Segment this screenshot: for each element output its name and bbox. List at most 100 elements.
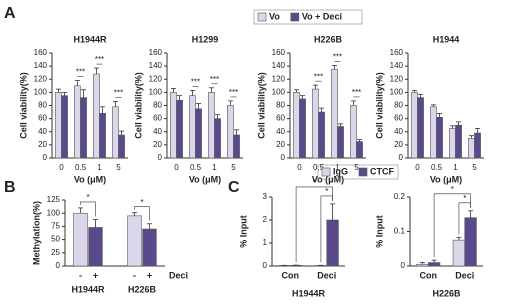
bar xyxy=(142,228,157,267)
bar xyxy=(73,212,88,267)
significance: * xyxy=(325,187,328,196)
bar xyxy=(227,105,234,159)
significance: *** xyxy=(333,53,342,62)
sig-bracket xyxy=(80,201,96,217)
y-tick-label: 160 xyxy=(34,48,48,57)
bar xyxy=(299,98,306,159)
y-tick-label: 20 xyxy=(276,140,285,149)
significance: * xyxy=(140,198,143,207)
bar xyxy=(436,117,443,159)
x-tick-label: 0.5 xyxy=(313,163,325,172)
y-tick-label: 0 xyxy=(158,153,163,162)
bar xyxy=(318,111,325,159)
significance: *** xyxy=(352,88,361,97)
bar xyxy=(452,239,466,267)
y-tick-label: 0 xyxy=(263,261,268,270)
chart-title: H1944R xyxy=(73,34,107,44)
y-tick-label: 100 xyxy=(149,87,163,96)
significance: *** xyxy=(76,68,85,77)
x-tick-label: 5 xyxy=(116,163,121,172)
bar xyxy=(99,113,106,159)
bar xyxy=(208,92,215,159)
y-tick-label: 40 xyxy=(394,127,403,136)
y-tick-label: 80 xyxy=(153,101,162,110)
x-tick-label: Con xyxy=(282,270,300,280)
y-tick-label: 100 xyxy=(390,87,404,96)
legend-swatch xyxy=(358,167,368,177)
x-tick-label: 1 xyxy=(335,163,340,172)
bar xyxy=(468,138,475,159)
y-tick-label: 125 xyxy=(47,195,61,204)
y-tick-label: 160 xyxy=(272,48,286,57)
x-tick-label: 5 xyxy=(231,163,236,172)
y-tick-label: 160 xyxy=(390,48,404,57)
x-tick-label: 0 xyxy=(297,163,302,172)
x-tick-label: 1 xyxy=(212,163,217,172)
y-tick-label: 40 xyxy=(276,127,285,136)
x-tick-label: + xyxy=(147,270,152,280)
bar xyxy=(416,263,429,267)
x-axis-label: Vo (μM) xyxy=(430,174,462,184)
bar xyxy=(455,124,462,159)
y-tick-label: 50 xyxy=(51,235,60,244)
significance: *** xyxy=(114,89,123,98)
x-axis-label: Vo (μM) xyxy=(74,174,106,184)
sig-bracket xyxy=(295,186,333,263)
y-tick-label: 2 xyxy=(263,215,268,224)
y-tick-label: 20 xyxy=(394,140,403,149)
bar xyxy=(80,97,87,159)
y-tick-label: 100 xyxy=(47,208,61,217)
significance: *** xyxy=(229,88,238,97)
significance: *** xyxy=(314,72,323,81)
significance: *** xyxy=(191,78,200,87)
y-tick-label: 40 xyxy=(153,127,162,136)
y-tick-label: 140 xyxy=(272,61,286,70)
chart-title: H226B xyxy=(314,34,343,44)
y-tick-label: 0 xyxy=(56,261,61,270)
x-tick-label: 0 xyxy=(415,163,420,172)
x-axis-label: Vo (μM) xyxy=(312,174,344,184)
legend-box xyxy=(253,9,363,25)
y-axis-label: % Input xyxy=(374,215,384,248)
y-tick-label: 0.2 xyxy=(394,192,406,201)
y-tick-label: 80 xyxy=(394,101,403,110)
y-tick-label: 120 xyxy=(149,74,163,83)
y-axis-label: Cell viability(%) xyxy=(18,72,28,139)
chart-title: H1299 xyxy=(192,34,219,44)
group-label: H226B xyxy=(128,284,157,294)
bar xyxy=(337,126,344,159)
significance: * xyxy=(463,194,466,203)
bar xyxy=(312,88,319,159)
bar xyxy=(430,106,437,159)
x-tick-label: Deci xyxy=(455,270,474,280)
y-tick-label: 60 xyxy=(394,114,403,123)
y-tick-label: 80 xyxy=(38,101,47,110)
y-axis-label: % Input xyxy=(238,215,248,248)
bar xyxy=(350,105,357,159)
bar xyxy=(61,95,68,159)
y-tick-label: 1 xyxy=(263,238,268,247)
significance: * xyxy=(451,185,454,194)
y-tick-label: 120 xyxy=(34,74,48,83)
x-axis-label: H226B xyxy=(432,288,461,298)
bar xyxy=(326,219,339,267)
legend-label: IgG xyxy=(333,166,348,176)
bar xyxy=(112,106,119,159)
x-tick-label: Deci xyxy=(317,270,336,280)
bar xyxy=(189,95,196,159)
y-tick-label: 0 xyxy=(399,153,404,162)
x-tick-label: - xyxy=(133,270,136,280)
bar xyxy=(233,134,240,159)
legend-swatch xyxy=(257,12,267,22)
bar xyxy=(449,128,456,159)
legend-swatch xyxy=(321,167,331,177)
bar xyxy=(74,85,81,159)
y-tick-label: 0 xyxy=(43,153,48,162)
sig-bracket xyxy=(433,193,471,258)
bar xyxy=(474,132,481,159)
x-tick-label: Con xyxy=(420,270,438,280)
x-axis-label: Vo (μM) xyxy=(189,174,221,184)
y-tick-label: 140 xyxy=(149,61,163,70)
bar xyxy=(195,108,202,159)
